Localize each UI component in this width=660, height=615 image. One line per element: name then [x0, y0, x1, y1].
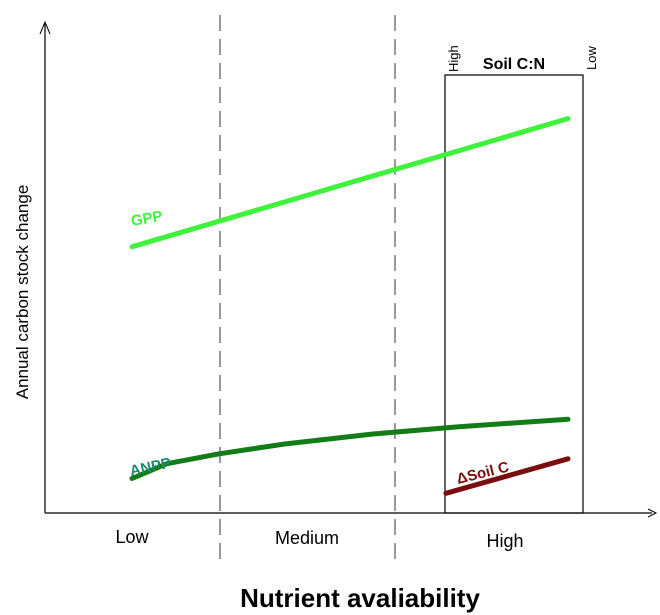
x-category-high: High	[486, 531, 523, 551]
soil-cn-box	[444, 74, 584, 514]
series-line-gpp	[129, 116, 571, 250]
soil-cn-low-label: Low	[584, 46, 599, 70]
x-axis-title: Nutrient avaliability	[240, 583, 480, 613]
x-category-medium: Medium	[275, 528, 339, 548]
series-line-delta-soil-c	[443, 456, 571, 496]
y-axis-arrow-icon	[39, 20, 51, 35]
series-label-anpp: ANPP	[128, 455, 172, 480]
x-category-low: Low	[115, 527, 149, 547]
series-label-gpp: GPP	[130, 208, 164, 230]
soil-cn-title: Soil C:N	[483, 56, 545, 73]
soil-cn-high-label: High	[446, 45, 461, 72]
series-line-anpp	[129, 416, 571, 481]
x-axis-arrow-icon	[647, 508, 658, 518]
y-axis-label: Annual carbon stock change	[13, 185, 32, 400]
